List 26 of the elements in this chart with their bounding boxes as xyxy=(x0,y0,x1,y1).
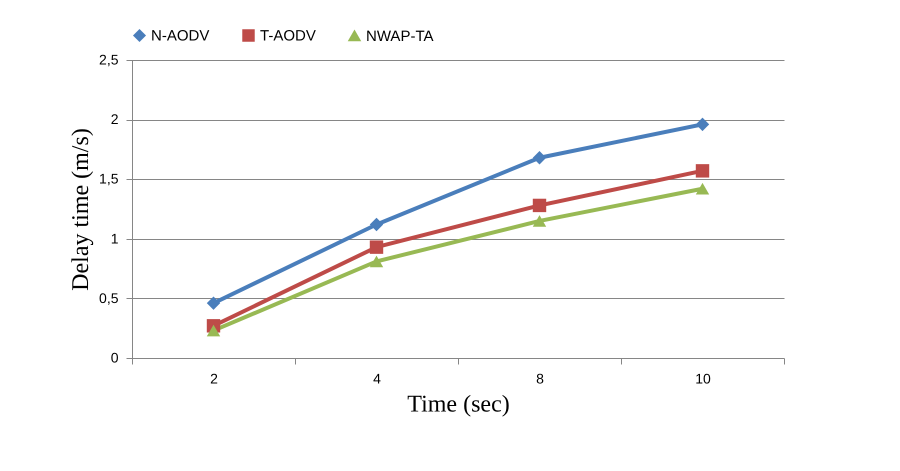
point xyxy=(532,215,546,227)
y-tick-label: 0 xyxy=(110,350,119,366)
x-tick-label: 2 xyxy=(210,370,218,386)
legend-label: N-AODV xyxy=(151,28,210,45)
y-axis-title: Delay time (m/s) xyxy=(68,128,94,291)
point xyxy=(696,118,710,132)
x-tick-label: 4 xyxy=(373,370,382,386)
y-tick-label: 1,5 xyxy=(99,170,119,187)
point xyxy=(206,324,220,336)
legend-label: NWAP-TA xyxy=(366,28,434,45)
point xyxy=(532,151,546,164)
y-tick-label: 2,5 xyxy=(99,52,119,68)
point xyxy=(206,296,220,310)
y-tick-label: 2 xyxy=(110,111,119,128)
point xyxy=(370,218,384,232)
point xyxy=(370,256,384,268)
point xyxy=(532,198,546,212)
x-tick-label: 10 xyxy=(695,370,711,386)
point xyxy=(370,240,384,254)
legend-label: T-AODV xyxy=(260,28,316,45)
point xyxy=(696,164,710,178)
x-tick-label: 8 xyxy=(536,370,544,386)
y-tick-label: 1 xyxy=(110,230,119,246)
x-axis-title: Time (sec) xyxy=(407,392,510,418)
y-tick-label: 0,5 xyxy=(99,290,119,306)
point xyxy=(696,182,710,195)
